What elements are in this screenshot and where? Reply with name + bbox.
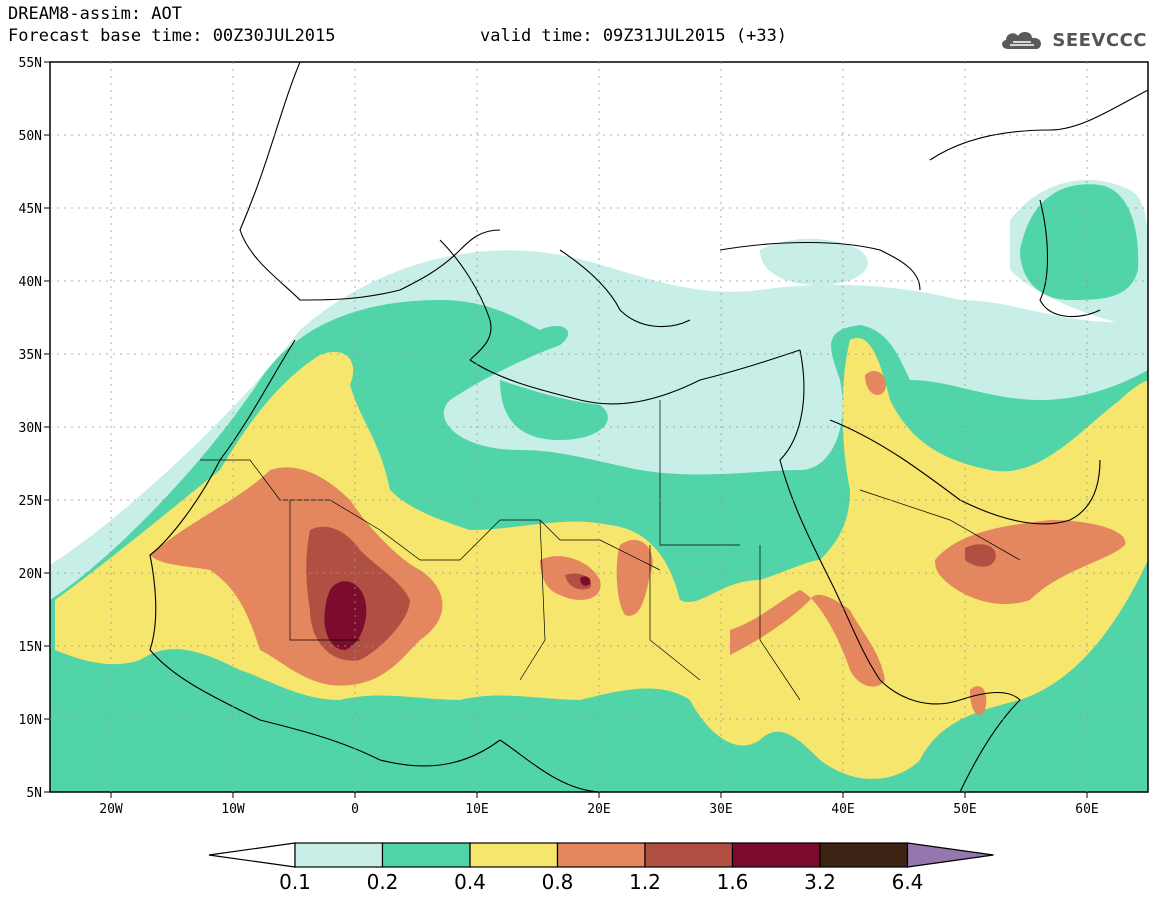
lon-tick-label: 40E [831,802,854,817]
colorbar-label: 3.2 [804,870,836,894]
lat-tick-label: 15N [19,640,42,655]
lat-tick-label: 55N [19,56,42,71]
colorbar-label: 1.6 [717,870,749,894]
colorbar-segment [644,842,734,868]
valid-time: valid time: 09Z31JUL2015 (+33) [480,26,788,46]
colorbar-segment [381,842,471,868]
lat-tick-label: 50N [19,129,42,144]
aot-colorbar: 0.1 0.2 0.4 0.8 1.2 1.6 3.2 6.4 [208,842,994,894]
colorbar-label: 0.2 [367,870,399,894]
colorbar-segment [469,842,559,868]
lon-tick-label: 0 [351,802,359,817]
lon-tick-label: 10E [465,802,488,817]
cloud-icon [1002,32,1042,49]
colorbar-under-arrow [208,842,296,868]
colorbar-label: 6.4 [892,870,924,894]
colorbar-segment [819,842,909,868]
lat-tick-label: 45N [19,202,42,217]
colorbar-label: 0.4 [454,870,486,894]
colorbar-label: 0.1 [279,870,311,894]
lon-tick-label: 10W [221,802,245,817]
longitude-labels: 20W 10W 0 10E 20E 30E 40E 50E 60E [99,792,1099,817]
latitude-labels: 5N 10N 15N 20N 25N 30N 35N 40N 45N 50N 55N [19,56,50,801]
lon-tick-label: 20W [99,802,123,817]
lon-tick-label: 60E [1075,802,1098,817]
colorbar-segment [556,842,646,868]
lat-tick-label: 30N [19,421,42,436]
aot-band-1-6 [324,576,591,650]
colorbar-segment [294,842,384,868]
lon-tick-label: 50E [953,802,976,817]
lat-tick-label: 10N [19,713,42,728]
map-title: DREAM8-assim: AOT [8,4,182,24]
logo-text: SEEVCCC [1052,29,1147,51]
lat-tick-label: 20N [19,567,42,582]
forecast-base-time: Forecast base time: 00Z30JUL2015 [8,26,336,46]
colorbar-over-arrow [906,842,994,868]
lon-tick-label: 30E [709,802,732,817]
colorbar-segment [731,842,821,868]
lat-tick-label: 25N [19,494,42,509]
colorbar-label: 1.2 [629,870,661,894]
lat-tick-label: 35N [19,348,42,363]
seevccc-logo: SEEVCCC [998,26,1147,54]
lat-tick-label: 5N [26,786,42,801]
colorbar-label: 0.8 [542,870,574,894]
lat-tick-label: 40N [19,275,42,290]
gridlines [50,62,1148,792]
lon-tick-label: 20E [587,802,610,817]
